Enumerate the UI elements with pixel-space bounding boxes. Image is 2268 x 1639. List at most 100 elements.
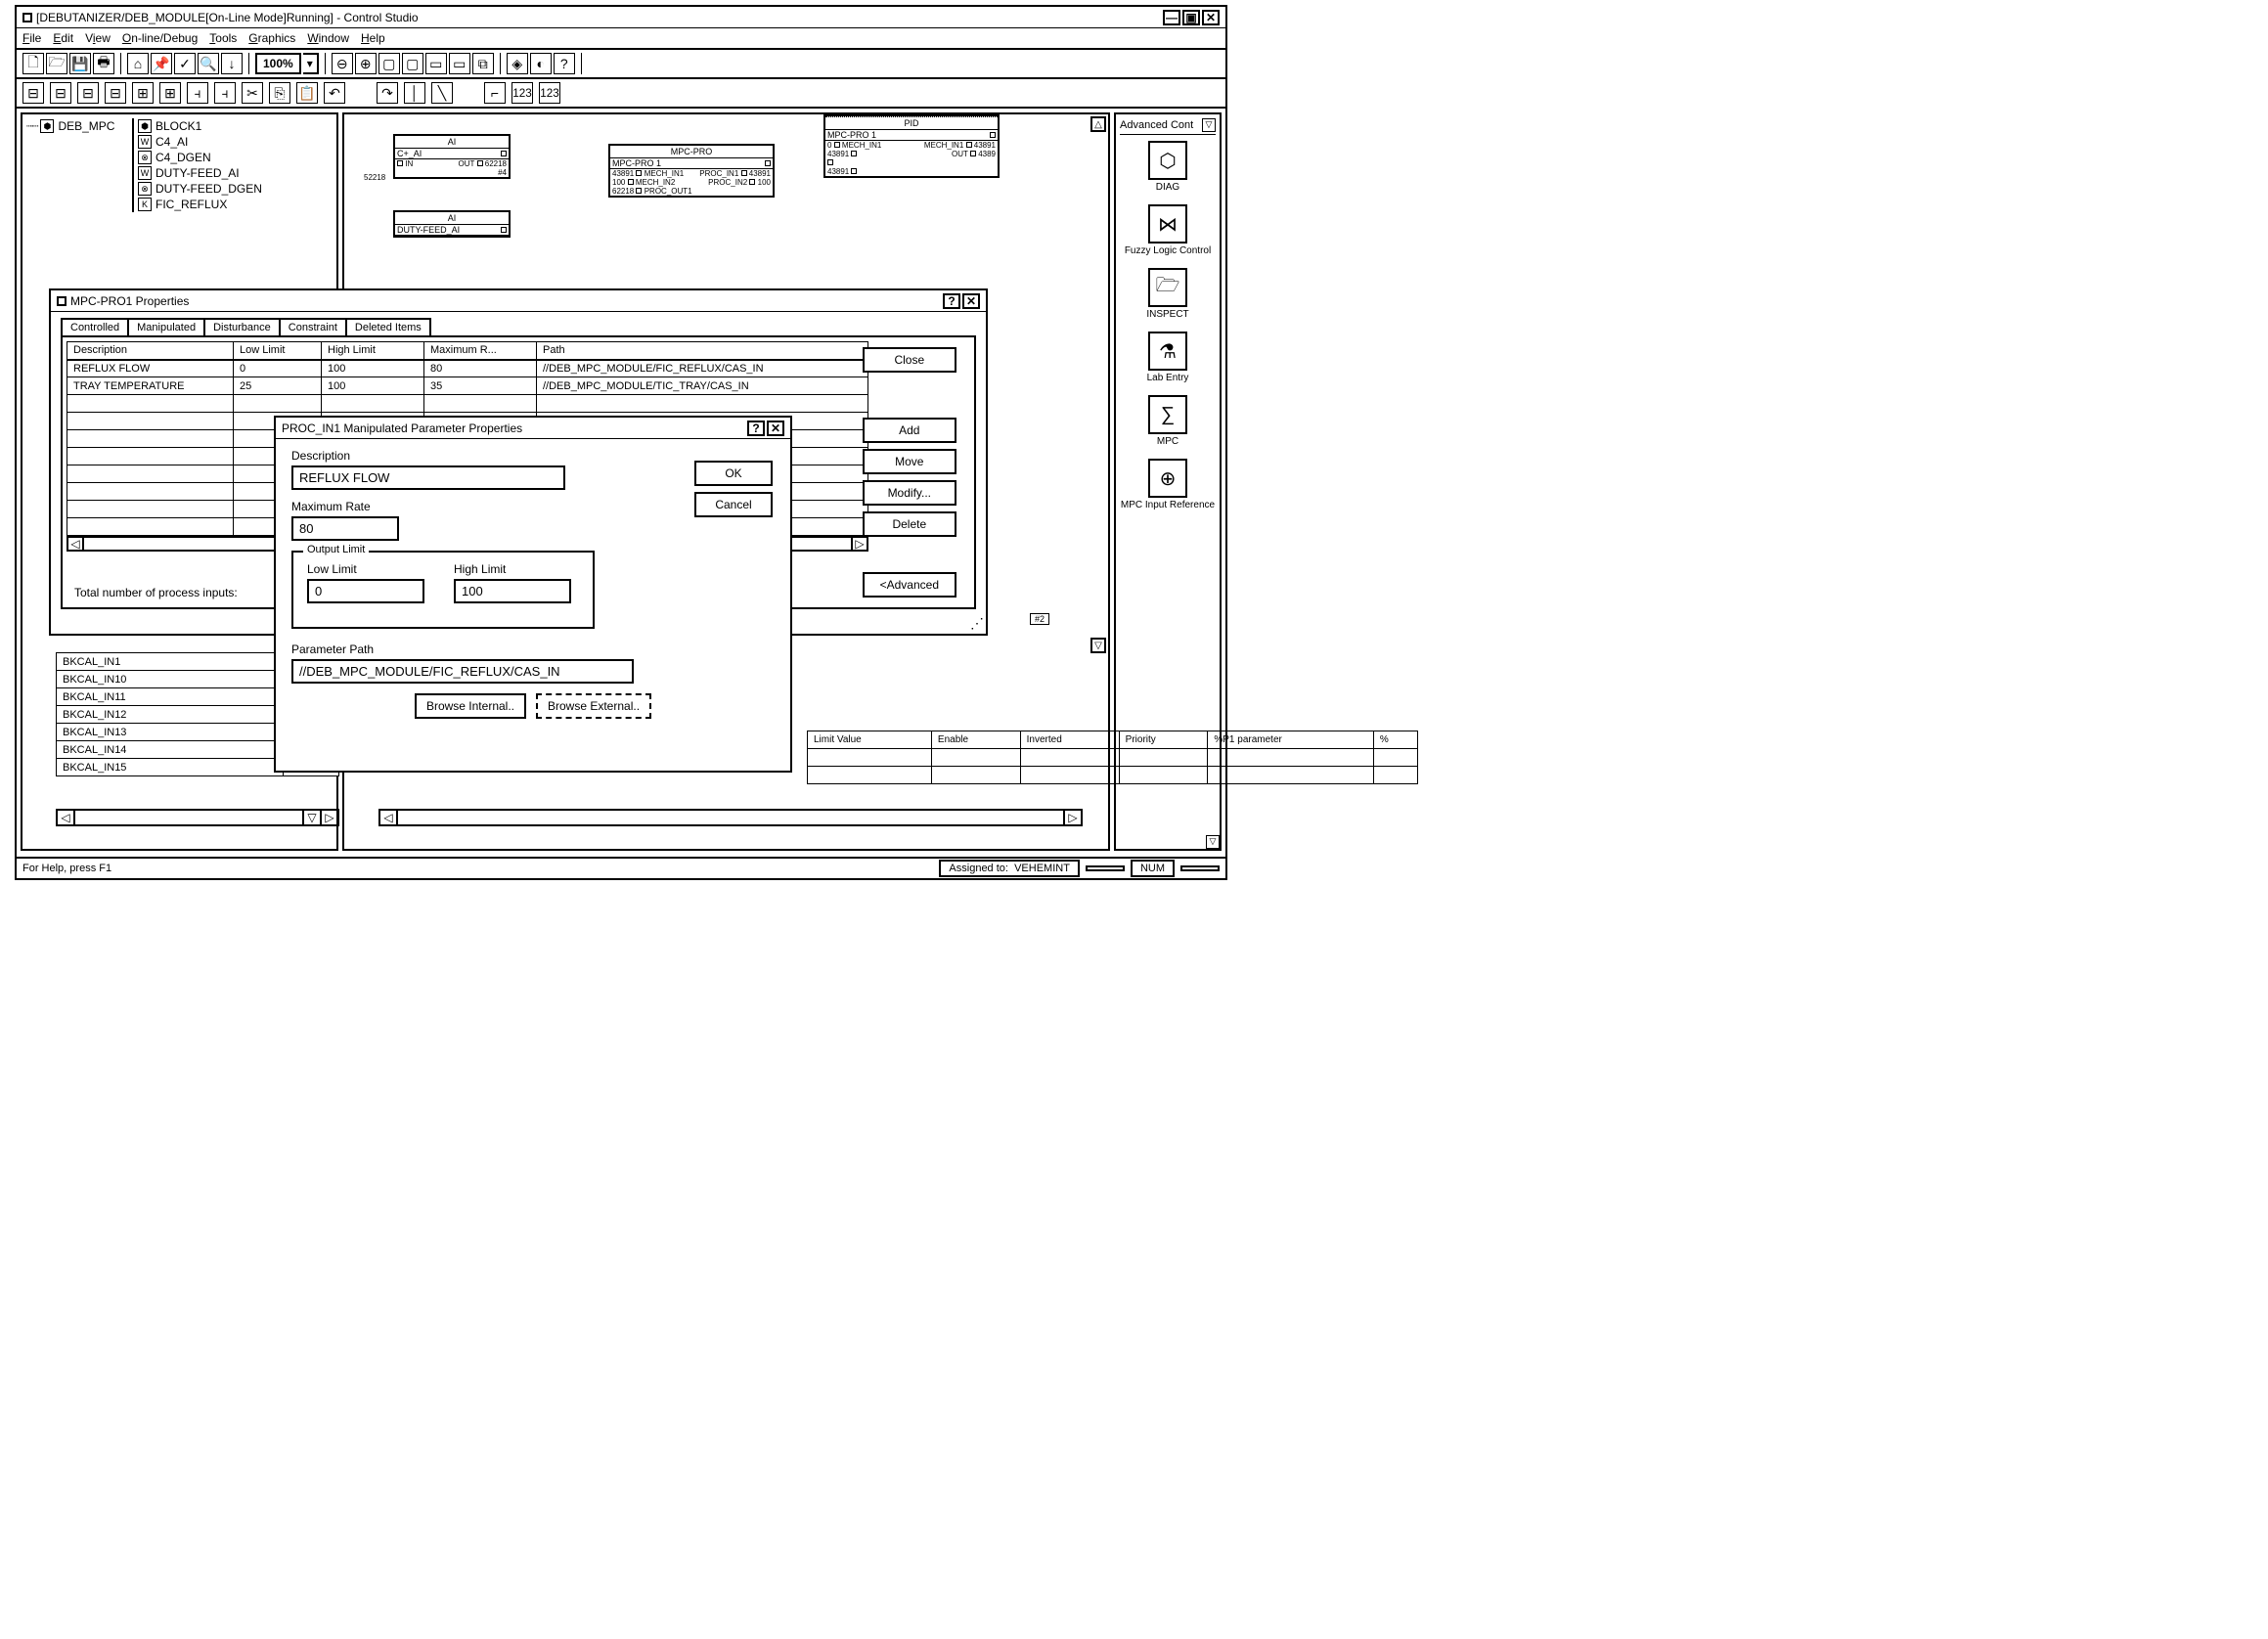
desc-input[interactable]: REFLUX FLOW [291,465,565,490]
tree-item[interactable]: KFIC_REFLUX [138,197,262,212]
tab-manipulated[interactable]: Manipulated [127,318,205,335]
tree-item[interactable]: ⬢BLOCK1 [138,118,262,134]
align2-icon[interactable]: ⊟ [50,82,71,104]
distribute-icon[interactable]: ⫞ [187,82,208,104]
tool-icon[interactable]: ⌂ [127,53,149,74]
undo-icon[interactable]: ↶ [324,82,345,104]
diag-icon[interactable]: ╲ [431,82,453,104]
modify-button[interactable]: Modify... [863,480,956,506]
menu-help[interactable]: Help [361,31,385,45]
path-input[interactable]: //DEB_MPC_MODULE/FIC_REFLUX/CAS_IN [291,659,634,684]
menu-online-debug[interactable]: On-line/Debug [122,31,198,45]
check-icon[interactable]: ✓ [174,53,196,74]
palette-item-fuzzy[interactable]: ⋈Fuzzy Logic Control [1120,204,1216,256]
delete-button[interactable]: Delete [863,511,956,537]
layout-icon[interactable]: ⧉ [472,53,494,74]
page-icon[interactable]: ▭ [425,53,447,74]
download-icon[interactable]: ↓ [221,53,243,74]
save-icon[interactable]: 💾 [69,53,91,74]
block-ai[interactable]: AI C+_AI INOUT 62218 #4 [393,134,511,179]
scroll-left-icon[interactable]: ◁ [68,538,84,550]
cut-icon[interactable]: ✂ [242,82,263,104]
diamond-icon[interactable]: ◈ [507,53,528,74]
move-button[interactable]: Move [863,449,956,474]
scroll-right-icon[interactable]: ▷ [1063,811,1081,824]
print-icon[interactable]: 🖶 [93,53,114,74]
menu-file[interactable]: File [22,31,41,45]
menu-view[interactable]: View [85,31,111,45]
browse-internal-button[interactable]: Browse Internal.. [415,693,526,719]
cancel-button[interactable]: Cancel [694,492,773,517]
tree-item[interactable]: ⊗C4_DGEN [138,150,262,165]
max-input[interactable]: 80 [291,516,399,541]
close-button[interactable]: ✕ [767,421,784,436]
paste-icon[interactable]: 📋 [296,82,318,104]
pin-icon[interactable]: 📌 [151,53,172,74]
canvas-scroll-down[interactable]: ▽ [1090,638,1106,653]
table-row[interactable]: REFLUX FLOW010080//DEB_MPC_MODULE/FIC_RE… [67,360,868,377]
close-button[interactable]: ✕ [962,293,980,309]
fit-icon[interactable]: ▢ [378,53,400,74]
step-icon[interactable]: ⌐ [484,82,506,104]
distribute2-icon[interactable]: ⫞ [214,82,236,104]
num2-icon[interactable]: 123 [539,82,560,104]
canvas-scroll-up[interactable]: △ [1090,116,1106,132]
help-icon[interactable]: ? [554,53,575,74]
globe-icon[interactable]: ◐ [530,53,552,74]
scroll-dd-icon[interactable]: ▽ [302,811,320,824]
num1-icon[interactable]: 123 [511,82,533,104]
fit2-icon[interactable]: ▢ [402,53,423,74]
tab-controlled[interactable]: Controlled [61,318,129,335]
palette-item-mpc[interactable]: ∑MPC [1120,395,1216,447]
canvas-hscroll[interactable]: ◁ ▷ [378,809,1083,826]
tab-deleted[interactable]: Deleted Items [345,318,431,335]
tree-root[interactable]: ┈┈⬢ DEB_MPC [26,118,128,134]
ok-button[interactable]: OK [694,461,773,486]
zoom-out-icon[interactable]: ⊖ [332,53,353,74]
rect-icon[interactable]: ▭ [449,53,470,74]
menu-edit[interactable]: Edit [53,31,73,45]
palette-item-diag[interactable]: ⬡DIAG [1120,141,1216,193]
palette-item-inspect[interactable]: 🗁INSPECT [1120,268,1216,320]
tree-item[interactable]: ⊗DUTY-FEED_DGEN [138,181,262,197]
tree-item[interactable]: WDUTY-FEED_AI [138,165,262,181]
palette-scroll-down[interactable]: ▽ [1206,835,1220,849]
resize-grip[interactable]: ⋰ [970,615,984,632]
zoom-in-icon[interactable]: ⊕ [355,53,377,74]
align3-icon[interactable]: ⊟ [77,82,99,104]
close-button[interactable]: Close [863,347,956,373]
help-button[interactable]: ? [943,293,960,309]
tab-constraint[interactable]: Constraint [279,318,347,335]
block-pid[interactable]: PID MPC-PRO 1 0 MECH_IN1MECH_IN1 43891 4… [823,114,1000,178]
help-button[interactable]: ? [747,421,765,436]
advanced-button[interactable]: <Advanced [863,572,956,598]
align4-icon[interactable]: ⊟ [105,82,126,104]
scroll-left-icon[interactable]: ◁ [58,811,75,824]
table-row[interactable]: TRAY TEMPERATURE2510035//DEB_MPC_MODULE/… [67,377,868,395]
menu-graphics[interactable]: Graphics [248,31,295,45]
low-input[interactable]: 0 [307,579,424,603]
bkcal-hscroll[interactable]: ◁ ▽ ▷ [56,809,339,826]
redo-icon[interactable]: ↷ [377,82,398,104]
minimize-button[interactable]: — [1163,10,1180,25]
close-button[interactable]: ✕ [1202,10,1220,25]
palette-dropdown-icon[interactable]: ▽ [1202,118,1216,132]
scroll-left-icon[interactable]: ◁ [380,811,398,824]
scroll-right-icon[interactable]: ▷ [320,811,337,824]
menu-window[interactable]: Window [307,31,349,45]
zoom-dropdown[interactable]: ▾ [303,53,319,74]
align6-icon[interactable]: ⊞ [159,82,181,104]
align-icon[interactable]: ⊟ [22,82,44,104]
tree-item[interactable]: WC4_AI [138,134,262,150]
palette-item-mpcref[interactable]: ⊕MPC Input Reference [1120,459,1216,510]
block-ai2[interactable]: AI DUTY-FEED_AI [393,210,511,238]
menu-tools[interactable]: Tools [209,31,237,45]
browse-external-button[interactable]: Browse External.. [536,693,651,719]
copy-icon[interactable]: ⎘ [269,82,290,104]
block-mpc[interactable]: MPC-PRO MPC-PRO 1 43891 MECH_IN1PROC_IN1… [608,144,775,198]
high-input[interactable]: 100 [454,579,571,603]
add-button[interactable]: Add [863,418,956,443]
new-icon[interactable]: 🗋 [22,53,44,74]
maximize-button[interactable]: ▣ [1182,10,1200,25]
align5-icon[interactable]: ⊞ [132,82,154,104]
